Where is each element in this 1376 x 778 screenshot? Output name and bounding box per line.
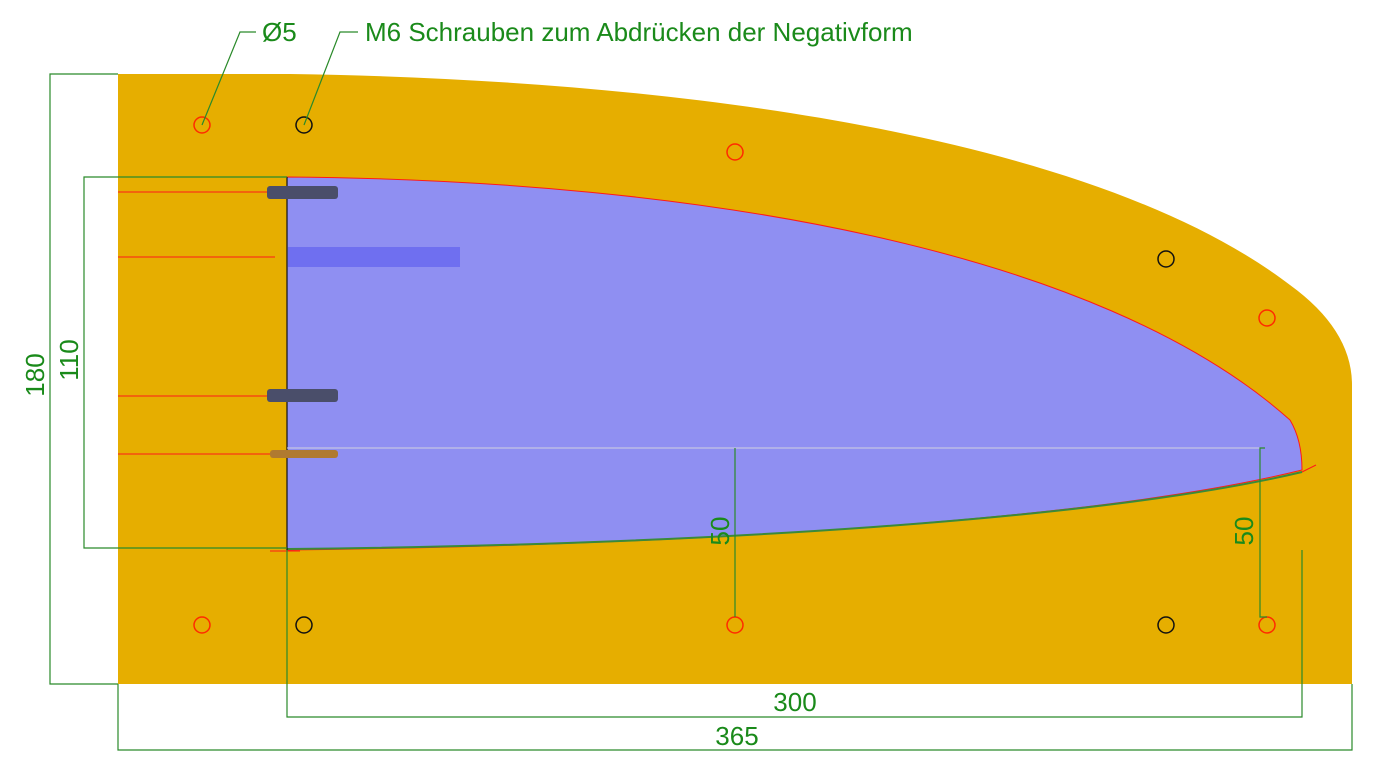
dimension-line bbox=[286, 550, 1303, 718]
screw-hole bbox=[295, 616, 313, 634]
pin bbox=[267, 186, 338, 199]
screw-hole bbox=[1157, 616, 1175, 634]
screw-hole bbox=[1157, 250, 1175, 268]
hole-label: Ø5 bbox=[262, 17, 297, 47]
hole bbox=[726, 143, 744, 161]
leader bbox=[303, 31, 358, 126]
dimension-line bbox=[117, 684, 1353, 751]
cavity-lower-edge bbox=[286, 471, 1303, 550]
dimension-label: 110 bbox=[54, 339, 84, 380]
dimension-label: 300 bbox=[773, 687, 816, 717]
dimension-label: 50 bbox=[705, 517, 735, 546]
trailing-edge-extension bbox=[1301, 464, 1317, 473]
dimension-label: 365 bbox=[715, 721, 758, 751]
hole bbox=[193, 616, 211, 634]
spar-slot bbox=[288, 247, 460, 267]
dimension-label: 50 bbox=[1229, 517, 1259, 546]
screw-hole bbox=[295, 116, 313, 134]
dimension-line bbox=[83, 176, 287, 549]
hole bbox=[1258, 309, 1276, 327]
pin bbox=[270, 450, 338, 458]
screw-label: M6 Schrauben zum Abdrücken der Negativfo… bbox=[365, 17, 913, 47]
leader bbox=[201, 31, 256, 126]
dimension-line bbox=[49, 73, 118, 685]
dimension-label: 180 bbox=[20, 353, 50, 396]
pin bbox=[267, 389, 338, 402]
dimension-line bbox=[1259, 447, 1267, 618]
hole bbox=[193, 116, 211, 134]
